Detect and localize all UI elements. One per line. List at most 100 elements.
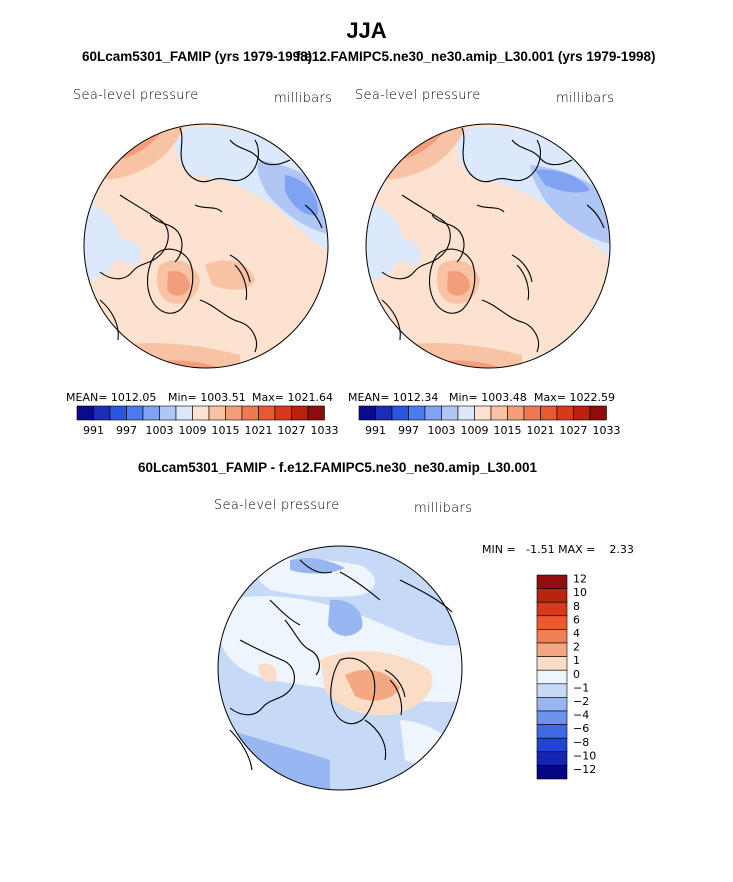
- colorbar-swatch: [457, 405, 475, 421]
- case2-title: f.e12.FAMIPC5.ne30_ne30.amip_L30.001 (yr…: [296, 49, 656, 64]
- colorbar-swatch: [536, 683, 568, 698]
- tr-coastlines: [381, 127, 605, 353]
- diff-title: 60Lcam5301_FAMIP - f.e12.FAMIPC5.ne30_ne…: [138, 460, 537, 475]
- colorbar-tick-label: −6: [573, 722, 589, 735]
- tl-coastlines: [99, 127, 323, 353]
- colorbar-swatch: [258, 405, 276, 421]
- tl-field-label: Sea-level pressure: [73, 88, 199, 103]
- colorbar-swatch: [159, 405, 177, 421]
- colorbar-tick-label: 6: [573, 613, 580, 626]
- colorbar-tick-label: 1003: [428, 424, 456, 437]
- colorbar-swatch: [175, 405, 193, 421]
- tl-min: Min= 1003.51: [168, 391, 246, 404]
- colorbar-tick-label: −2: [573, 695, 589, 708]
- colorbar-tick-label: 997: [116, 424, 137, 437]
- colorbar-tick-label: 8: [573, 600, 580, 613]
- colorbar-tick-label: 991: [83, 424, 104, 437]
- colorbar-swatch: [76, 405, 94, 421]
- colorbar-swatch: [375, 405, 393, 421]
- colorbar-swatch: [274, 405, 292, 421]
- colorbar-tick-label: 2: [573, 641, 580, 654]
- tr-min: Min= 1003.48: [449, 391, 527, 404]
- colorbar-swatch: [208, 405, 226, 421]
- colorbar-tick-label: 1021: [245, 424, 273, 437]
- tl-map-border: [83, 123, 329, 369]
- colorbar-swatch: [441, 405, 459, 421]
- diff-units-label: millibars: [414, 501, 473, 516]
- tr-units-label: millibars: [556, 91, 615, 106]
- colorbar-swatch: [291, 405, 309, 421]
- tr-map-border: [365, 123, 611, 369]
- colorbar-tick-label: 1033: [593, 424, 621, 437]
- colorbar-swatch: [391, 405, 409, 421]
- colorbar-swatch: [536, 669, 568, 685]
- colorbar-tick-label: 1003: [146, 424, 174, 437]
- colorbar-swatch: [536, 629, 568, 644]
- colorbar-swatch: [536, 588, 568, 603]
- colorbar-swatch: [126, 405, 144, 421]
- colorbar-tick-label: 1027: [560, 424, 588, 437]
- colorbar-tick-label: 0: [573, 668, 580, 681]
- tl-colorbar: 991 997 1003 1009 1015 1021 1027 1033: [76, 405, 339, 437]
- tr-max: Max= 1022.59: [534, 391, 615, 404]
- colorbar-swatch: [307, 405, 325, 421]
- colorbar-swatch: [536, 710, 568, 725]
- colorbar-swatch: [241, 405, 259, 421]
- tl-max: Max= 1021.64: [252, 391, 333, 404]
- colorbar-swatch: [536, 642, 568, 657]
- colorbar-swatch: [536, 724, 568, 739]
- colorbar-swatch: [507, 405, 525, 421]
- colorbar-tick-label: 1009: [461, 424, 489, 437]
- colorbar-swatch: [225, 405, 243, 421]
- tr-map: [366, 124, 610, 368]
- colorbar-tick-label: −12: [573, 763, 596, 776]
- colorbar-swatch: [536, 697, 568, 712]
- diff-field-label: Sea-level pressure: [214, 498, 340, 513]
- colorbar-swatch: [408, 405, 426, 421]
- colorbar-tick-label: 1027: [278, 424, 306, 437]
- colorbar-swatch: [540, 405, 558, 421]
- colorbar-tick-label: 991: [365, 424, 386, 437]
- colorbar-swatch: [536, 615, 568, 630]
- colorbar-swatch: [536, 737, 568, 753]
- diff-map-border: [217, 545, 463, 791]
- colorbar-swatch: [589, 405, 607, 421]
- colorbar-tick-label: −10: [573, 749, 596, 762]
- colorbar-swatch: [536, 656, 568, 671]
- colorbar-swatch: [536, 751, 568, 766]
- colorbar-swatch: [490, 405, 508, 421]
- colorbar-swatch: [93, 405, 111, 421]
- colorbar-tick-label: 1015: [212, 424, 240, 437]
- colorbar-tick-label: −4: [573, 709, 589, 722]
- colorbar-tick-label: 1021: [527, 424, 555, 437]
- page-title: JJA: [346, 18, 387, 43]
- tr-mean: MEAN= 1012.34: [348, 391, 439, 404]
- colorbar-tick-label: 1009: [179, 424, 207, 437]
- colorbar-swatch: [192, 405, 210, 421]
- colorbar-swatch: [358, 405, 376, 421]
- colorbar-tick-label: −1: [573, 681, 589, 694]
- colorbar-swatch: [474, 405, 492, 421]
- diff-map: [218, 546, 462, 790]
- colorbar-tick-label: 997: [398, 424, 419, 437]
- tr-colorbar: 991 997 1003 1009 1015 1021 1027 1033: [358, 405, 621, 437]
- colorbar-swatch: [523, 405, 541, 421]
- colorbar-tick-label: 1: [573, 654, 580, 667]
- colorbar-swatch: [109, 405, 127, 421]
- colorbar-swatch: [556, 405, 574, 421]
- case1-title: 60Lcam5301_FAMIP (yrs 1979-1998): [82, 49, 313, 64]
- colorbar-swatch: [536, 574, 568, 589]
- tl-units-label: millibars: [274, 91, 333, 106]
- colorbar-tick-label: 12: [573, 573, 587, 586]
- diff-minmax: MIN = -1.51 MAX = 2.33: [482, 543, 634, 556]
- colorbar-tick-label: −8: [573, 736, 589, 749]
- colorbar-tick-label: 1033: [311, 424, 339, 437]
- colorbar-tick-label: 10: [573, 586, 587, 599]
- colorbar-swatch: [142, 405, 160, 421]
- colorbar-tick-label: 1015: [494, 424, 522, 437]
- colorbar-swatch: [536, 601, 568, 617]
- tr-field-label: Sea-level pressure: [355, 88, 481, 103]
- tl-mean: MEAN= 1012.05: [66, 391, 157, 404]
